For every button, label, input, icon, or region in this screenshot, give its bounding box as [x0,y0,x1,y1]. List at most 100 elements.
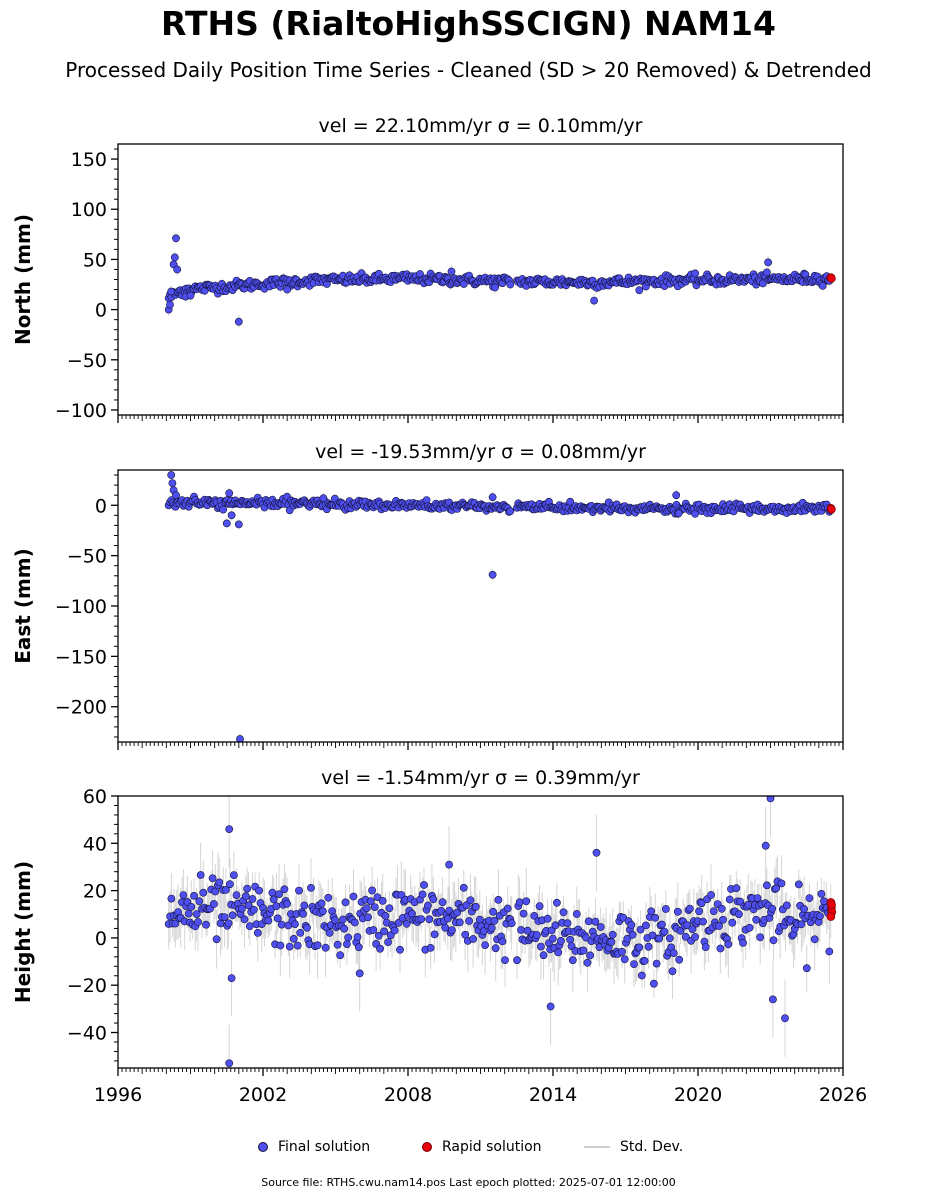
final-point [171,919,180,928]
final-point [313,941,322,950]
y-tick-label: −50 [67,350,107,372]
final-point [240,915,249,924]
rapid-point [827,900,836,910]
final-point [215,878,224,887]
final-point [498,937,507,946]
final-point [224,919,233,928]
final-point [192,910,201,918]
rapid-solution-points [826,273,836,283]
legend-rapid: Rapid solution [422,1135,542,1159]
final-point [591,917,600,926]
final-point [362,904,371,912]
y-tick-label: 60 [83,786,107,808]
final-point [280,885,289,894]
final-point [535,902,544,911]
final-point [366,897,375,906]
final-point [491,283,499,292]
final-point [802,964,811,973]
final-point [216,919,225,928]
final-point [168,479,177,487]
final-point [381,912,390,920]
final-point [244,901,253,910]
final-point [167,894,176,903]
final-point [533,931,541,939]
final-point [268,888,277,897]
final-point [506,280,515,289]
final-point [745,923,754,932]
final-point [384,938,392,946]
y-tick-label: −100 [55,596,107,618]
final-point [368,886,376,895]
final-point [253,929,262,937]
final-point [455,918,464,927]
final-point [318,907,327,916]
rapid-point [826,912,836,921]
final-solution-points [164,796,835,1068]
final-point [167,471,176,479]
legend: Final solution Rapid solution Std. Dev. [0,1135,937,1159]
final-point [425,915,434,924]
final-point [319,494,328,503]
final-point [675,955,684,964]
x-tick-label: 1996 [94,1084,142,1106]
final-point [289,935,298,943]
final-point [501,956,509,964]
y-axis-label-east: East (mm) [11,548,35,664]
final-point [420,881,428,889]
final-point [438,898,447,907]
final-point [333,940,342,949]
final-point [184,909,193,918]
final-point [195,897,204,906]
y-tick-label: 100 [71,199,107,221]
final-point [584,917,593,926]
final-point [608,930,617,939]
final-point [715,922,723,930]
plot-area-north [164,232,836,328]
final-point [592,848,601,857]
final-point [739,939,747,947]
final-point [506,507,515,516]
final-point [489,907,497,916]
final-point [697,899,706,908]
final-point [221,886,230,894]
final-point [816,912,824,920]
final-point [763,881,771,890]
final-point [652,959,661,968]
legend-std-label: Std. Dev. [620,1139,684,1155]
rapid-solution-points [826,898,837,921]
final-point [719,915,727,924]
final-point [623,934,632,943]
final-point [227,974,236,982]
final-point [628,930,637,939]
final-point [234,317,243,326]
final-point [725,895,734,904]
final-point [636,925,645,934]
final-point [717,904,726,913]
y-axis-label-height: Height (mm) [11,861,35,1003]
final-point [735,910,743,919]
final-point [523,926,532,935]
std-line-icon [584,1146,610,1148]
final-point [579,946,588,955]
final-point [380,927,388,936]
final-point [794,880,803,889]
final-point [243,884,252,893]
final-point [196,871,205,879]
final-point [220,913,229,921]
final-point [515,898,524,907]
final-point [364,913,372,922]
final-point [683,921,691,929]
final-point [674,509,683,518]
rapid-marker-icon [422,1142,432,1152]
final-point [350,918,359,927]
final-point [303,923,311,932]
final-point [275,890,283,898]
final-point [695,907,703,916]
final-point [728,918,737,927]
final-point [685,904,694,913]
final-point [264,916,273,925]
final-point [665,934,674,943]
final-point [660,927,669,936]
final-point [225,880,234,889]
final-point [209,900,218,908]
